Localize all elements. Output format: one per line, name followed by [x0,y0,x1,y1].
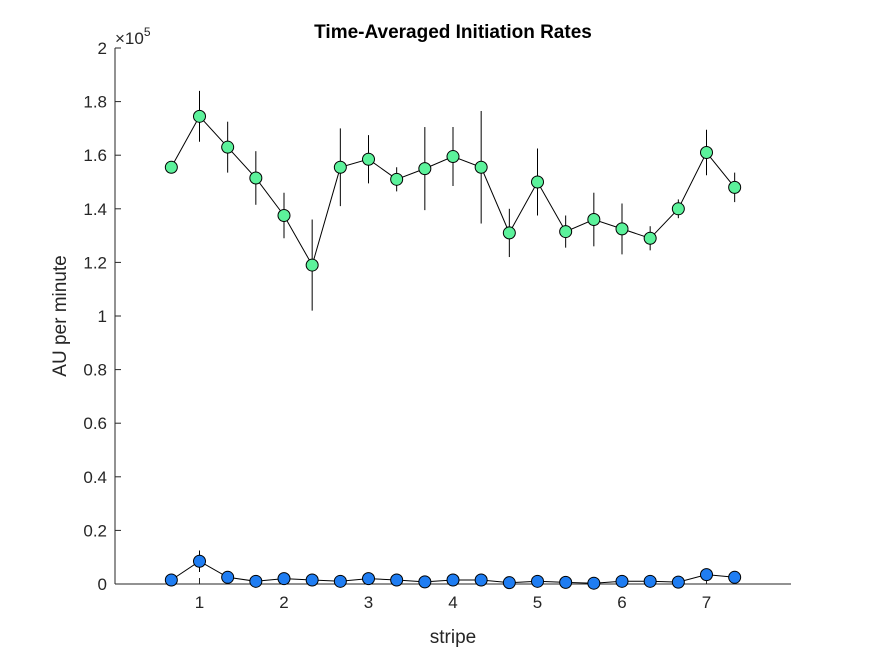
data-point-series-2 [671,575,685,589]
data-point-series-1 [164,160,178,174]
data-point-series-1 [643,231,657,245]
data-point-series-2 [249,574,263,588]
data-point-series-1 [531,175,544,189]
data-point-series-1 [221,140,235,154]
data-point-series-2 [728,570,742,584]
data-point-series-2 [193,554,206,568]
data-point-series-2 [390,573,404,587]
y-tick-label: 0.4 [83,468,107,487]
data-point-series-1 [249,171,263,185]
y-exponent-base: ×10 [115,29,144,48]
x-tick-label: 2 [279,593,288,612]
y-tick-label: 1 [98,307,107,326]
y-axis-label: AU per minute [50,255,71,376]
y-tick-label: 0 [98,575,107,594]
data-point-series-1 [390,172,404,186]
x-tick-label: 7 [702,593,711,612]
data-point-series-2 [615,574,629,588]
chart-title: Time-Averaged Initiation Rates [314,22,592,43]
data-point-series-2 [643,574,657,588]
data-point-series-1 [728,180,742,194]
data-point-series-2 [531,574,544,588]
y-tick-label: 1.8 [83,93,107,112]
y-tick-label: 0.2 [83,521,107,540]
data-point-series-2 [362,572,375,586]
data-point-series-1 [587,213,601,227]
data-point-series-1 [277,209,291,222]
data-point-series-2 [221,570,235,584]
y-exponent-label: ×105 [115,25,151,48]
y-tick-label: 2 [98,39,107,58]
data-point-series-2 [700,568,713,582]
data-point-series-1 [700,146,713,160]
data-point-series-1 [615,222,629,236]
x-axis-label: stripe [430,627,476,648]
data-point-series-1 [474,160,488,174]
x-tick-label: 5 [533,593,542,612]
y-tick-label: 0.6 [83,414,107,433]
y-tick-label: 1.4 [83,200,107,219]
data-point-series-2 [587,576,601,590]
axes: 1 2 3 4 5 6 7 0 0.2 0.4 0.6 0.8 1 1.2 1.4 1.6 1.8 2 [83,39,791,612]
x-tick-label: 1 [195,593,204,612]
data-point-series-1 [502,226,516,240]
data-point-series-2 [446,573,460,587]
y-tick-label: 1.6 [83,146,107,165]
x-tick-label: 3 [364,593,373,612]
x-tick-label: 4 [448,593,457,612]
data-point-series-1 [362,152,375,166]
data-point-series-2 [418,575,432,589]
data-point-series-2 [305,573,319,587]
data-point-series-1 [446,150,460,164]
y-tick-label: 0.8 [83,361,107,380]
data-point-series-1 [305,258,319,272]
data-point-series-1 [418,162,432,176]
y-exponent-power: 5 [144,25,151,39]
data-point-series-1 [333,160,347,174]
x-tick-label: 6 [617,593,626,612]
data-point-series-1 [193,109,206,123]
data-point-series-2 [559,575,573,589]
data-point-series-1 [671,202,685,216]
y-tick-label: 1.2 [83,253,107,272]
error-bars [199,90,736,584]
data-point-series-2 [333,574,347,588]
data-point-series-2 [277,572,291,586]
data-point-series-2 [502,576,516,590]
data-point-series-2 [164,573,178,587]
data-points [164,109,742,590]
data-point-series-1 [559,225,573,239]
data-point-series-2 [474,573,488,587]
